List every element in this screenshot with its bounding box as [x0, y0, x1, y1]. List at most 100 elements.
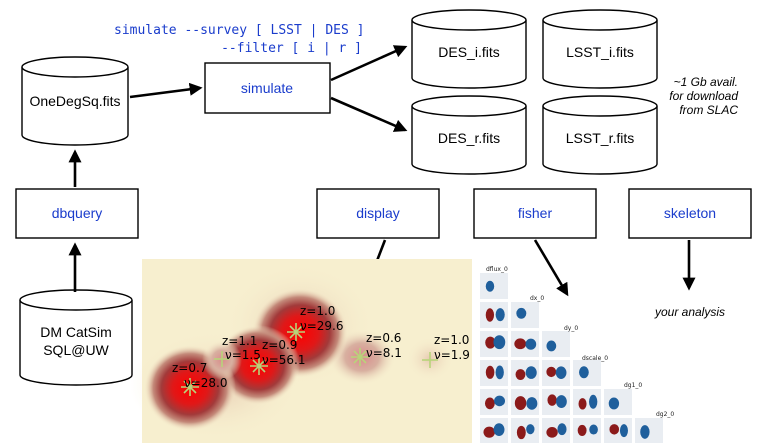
- fisher-blob: [578, 398, 587, 410]
- fisher-blob: [546, 427, 558, 438]
- fisher-blob: [555, 366, 567, 379]
- fisher-blob: [495, 308, 505, 322]
- source-marker-6: [422, 352, 438, 368]
- fisher-blob: [485, 280, 495, 292]
- fisher-tile: [542, 418, 570, 443]
- fisher-param-label-4: dg1_0: [624, 382, 642, 389]
- fisher-tile: [480, 418, 508, 443]
- fisher-blob: [525, 366, 537, 379]
- source-6-nu: ν=1.9: [434, 348, 470, 362]
- fisher-blob: [516, 425, 526, 440]
- fisher-tile: [511, 360, 539, 386]
- fisher-tile: [480, 360, 508, 386]
- availability-note-line-3: from SLAC: [679, 103, 738, 117]
- availability-note-line-1: ~1 Gb avail.: [674, 75, 738, 89]
- fisher-blob: [546, 340, 557, 352]
- fisher-tile: [480, 302, 508, 328]
- fisher-tile: [573, 389, 601, 415]
- skeleton-process[interactable]: skeleton: [628, 188, 752, 239]
- simulate-process[interactable]: simulate: [204, 62, 331, 114]
- source-3-nu: ν=56.1: [262, 353, 305, 367]
- catsim-label-line-1: DM CatSim: [40, 324, 112, 340]
- fisher-blob: [577, 424, 587, 437]
- arrow-onedegsq-to-simulate: [129, 82, 203, 99]
- source-2-nu: ν=1.5: [225, 348, 261, 362]
- fisher-blob: [493, 335, 506, 350]
- source-5-nu: ν=8.1: [366, 346, 402, 360]
- fisher-tile: [480, 389, 508, 415]
- fisher-blob: [514, 396, 527, 411]
- arrow-fisher-to-matrix: [533, 239, 569, 297]
- dbquery-label: dbquery: [52, 205, 103, 221]
- display-label: display: [356, 205, 400, 221]
- fisher-blob: [514, 338, 527, 350]
- source-1-z: z=0.7: [172, 361, 207, 375]
- des-r-label: DES_r.fits: [438, 130, 500, 146]
- fisher-blob: [483, 426, 496, 438]
- fisher-process[interactable]: fisher: [473, 188, 597, 239]
- fisher-tile: [511, 331, 539, 357]
- display-heatmap-panel: z=0.7 ν=28.0 z=1.1 ν=1.5 z=0.9 ν=56.1 z=…: [130, 259, 472, 443]
- arrow-simulate-to-des-r: [330, 96, 408, 132]
- fisher-blob: [525, 338, 537, 350]
- source-marker-3: [250, 357, 268, 375]
- fisher-blob: [485, 365, 495, 379]
- fisher-blob: [485, 336, 496, 349]
- fisher-blob: [485, 308, 495, 322]
- fisher-tile: [573, 418, 601, 443]
- fisher-blob: [516, 307, 527, 319]
- fisher-tile: [604, 418, 632, 443]
- catsim-database: DM CatSim SQL@UW: [19, 289, 133, 386]
- fisher-tile: [511, 389, 539, 415]
- skeleton-label: skeleton: [664, 205, 716, 221]
- fisher-tile: [542, 331, 570, 357]
- source-4-nu: ν=29.6: [300, 319, 343, 333]
- simulate-label: simulate: [241, 80, 293, 96]
- fisher-blob: [495, 365, 504, 380]
- fisher-blob: [484, 397, 495, 410]
- fisher-tile: [511, 418, 539, 443]
- catsim-label-line-2: SQL@UW: [43, 342, 109, 358]
- fisher-blob: [619, 424, 628, 438]
- fisher-blob: [557, 423, 567, 436]
- fisher-tile: [542, 360, 570, 386]
- dbquery-process[interactable]: dbquery: [15, 188, 139, 239]
- fisher-matrix-panel: dflux_0 dx_0 dy_0 dscale_0 dg1_0 dg2_0: [480, 266, 674, 443]
- fisher-blob: [609, 424, 620, 435]
- fisher-blob: [515, 369, 526, 381]
- fisher-blob: [608, 397, 620, 410]
- command-line-2: --filter [ i | r ]: [221, 41, 362, 56]
- fisher-tile: [480, 273, 508, 299]
- fisher-blob: [494, 395, 506, 407]
- availability-note-line-2: for download: [669, 89, 738, 103]
- lsst-r-database: LSST_r.fits: [542, 95, 658, 175]
- fisher-blob: [526, 397, 538, 410]
- des-i-database: DES_i.fits: [411, 9, 527, 89]
- fisher-blob: [579, 366, 589, 379]
- fisher-param-label-1: dx_0: [530, 295, 544, 302]
- onedegsq-label: OneDegSq.fits: [29, 93, 120, 109]
- fisher-param-label-0: dflux_0: [486, 266, 508, 273]
- fisher-param-label-5: dg2_0: [656, 411, 674, 418]
- command-line-1: simulate --survey [ LSST | DES ]: [114, 23, 364, 38]
- your-analysis-note: your analysis: [654, 305, 725, 319]
- display-process[interactable]: display: [316, 188, 440, 239]
- source-3-z: z=0.9: [262, 338, 297, 352]
- fisher-tile: [542, 389, 570, 415]
- source-2-z: z=1.1: [222, 334, 257, 348]
- source-1-nu: ν=28.0: [184, 376, 227, 390]
- arrow-simulate-to-des-i: [330, 45, 408, 82]
- onedegsq-database: OneDegSq.fits: [21, 56, 129, 146]
- fisher-blob: [546, 366, 557, 378]
- fisher-blob: [588, 394, 598, 409]
- source-marker-2: [214, 351, 230, 367]
- fisher-blob: [556, 395, 567, 409]
- lsst-r-label: LSST_r.fits: [566, 130, 634, 146]
- fisher-tile-bg: [542, 331, 570, 357]
- des-r-database: DES_r.fits: [411, 95, 527, 175]
- fisher-tile: [635, 418, 663, 443]
- fisher-blob: [526, 424, 535, 435]
- source-4-z: z=1.0: [300, 304, 335, 318]
- fisher-tile: [604, 389, 632, 415]
